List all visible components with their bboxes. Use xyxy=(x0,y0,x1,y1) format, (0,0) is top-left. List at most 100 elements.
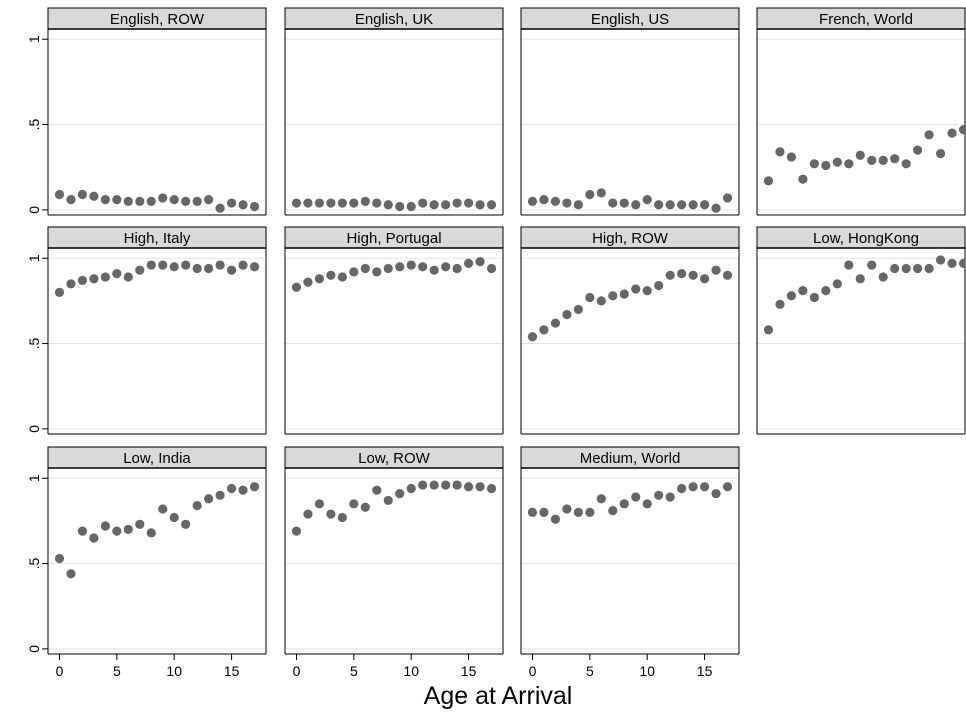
data-point xyxy=(337,512,347,523)
panel-title: Low, ROW xyxy=(358,450,431,467)
data-point xyxy=(89,191,99,201)
data-point xyxy=(169,512,179,523)
data-point xyxy=(326,198,336,208)
data-point xyxy=(631,492,641,502)
data-point xyxy=(654,490,664,500)
x-axis-title: Age at Arrival xyxy=(424,682,573,710)
panel-title: High, Italy xyxy=(124,230,191,247)
data-point xyxy=(383,495,393,506)
data-point xyxy=(722,482,733,492)
data-point xyxy=(608,291,618,301)
data-point xyxy=(372,267,382,277)
data-point xyxy=(832,279,842,289)
data-point xyxy=(238,200,248,210)
data-point xyxy=(550,196,561,206)
data-point xyxy=(585,507,595,517)
data-point xyxy=(665,492,675,502)
data-point xyxy=(711,203,721,213)
data-point xyxy=(677,483,687,494)
data-point xyxy=(913,145,923,155)
data-point xyxy=(786,152,797,162)
data-point xyxy=(878,155,888,165)
data-point xyxy=(711,488,721,499)
data-point xyxy=(146,260,156,270)
x-tick-label: 15 xyxy=(461,663,477,679)
data-point xyxy=(527,196,538,206)
x-tick-label: 5 xyxy=(586,663,594,679)
panel-english-row: English, ROW 0 .5 1 xyxy=(26,7,267,216)
data-point xyxy=(204,263,214,274)
x-tick-label: 0 xyxy=(56,663,64,679)
data-point xyxy=(486,200,497,210)
data-point xyxy=(958,258,965,268)
plot-area xyxy=(521,468,739,654)
plot-area xyxy=(48,29,266,215)
data-point xyxy=(821,160,831,171)
data-point xyxy=(383,263,393,274)
panel-title: English, ROW xyxy=(110,11,205,28)
data-point xyxy=(855,274,865,284)
data-point xyxy=(215,490,225,500)
data-point xyxy=(539,507,549,517)
data-point xyxy=(452,480,462,490)
data-point xyxy=(475,257,485,267)
data-point xyxy=(699,274,710,284)
data-point xyxy=(562,504,572,514)
data-point xyxy=(158,260,168,270)
data-points xyxy=(527,482,733,524)
data-point xyxy=(573,507,583,517)
data-point xyxy=(475,482,485,492)
data-point xyxy=(249,201,260,212)
data-point xyxy=(429,265,439,275)
data-point xyxy=(181,260,191,270)
data-point xyxy=(112,268,122,279)
data-point xyxy=(585,189,595,200)
data-point xyxy=(722,270,733,280)
data-point xyxy=(890,154,900,164)
data-point xyxy=(798,286,808,296)
data-point xyxy=(54,553,65,564)
data-point xyxy=(249,262,260,272)
data-point xyxy=(226,265,237,275)
data-point xyxy=(935,148,946,159)
data-point xyxy=(112,526,122,536)
data-point xyxy=(429,200,439,210)
data-point xyxy=(238,260,248,270)
data-point xyxy=(192,196,202,206)
data-point xyxy=(463,198,474,208)
data-point xyxy=(54,189,65,200)
data-point xyxy=(463,258,474,268)
data-point xyxy=(406,483,416,494)
data-point xyxy=(619,289,629,299)
data-point xyxy=(935,255,946,265)
data-point xyxy=(360,502,370,512)
data-points xyxy=(54,482,260,579)
data-point xyxy=(123,196,133,206)
data-point xyxy=(226,198,237,208)
data-point xyxy=(786,291,797,301)
plot-area xyxy=(48,248,266,434)
data-point xyxy=(192,500,202,511)
data-point xyxy=(418,262,428,272)
data-point xyxy=(349,267,359,277)
data-point xyxy=(146,528,156,538)
data-point xyxy=(619,499,629,509)
data-point xyxy=(642,195,652,205)
data-point xyxy=(215,203,225,213)
panel-title: English, US xyxy=(591,11,669,28)
data-point xyxy=(798,174,808,184)
data-point xyxy=(238,485,248,495)
panel-low-row: Low, ROW 0 5 10 15 xyxy=(284,446,504,679)
data-points xyxy=(527,188,733,213)
data-points xyxy=(54,260,260,297)
data-point xyxy=(303,509,313,519)
data-point xyxy=(699,200,710,210)
x-tick-label: 10 xyxy=(166,663,182,679)
data-point xyxy=(711,265,721,275)
data-point xyxy=(135,265,145,275)
data-point xyxy=(349,499,359,509)
data-point xyxy=(441,200,451,210)
data-point xyxy=(326,509,336,519)
data-point xyxy=(924,263,934,274)
